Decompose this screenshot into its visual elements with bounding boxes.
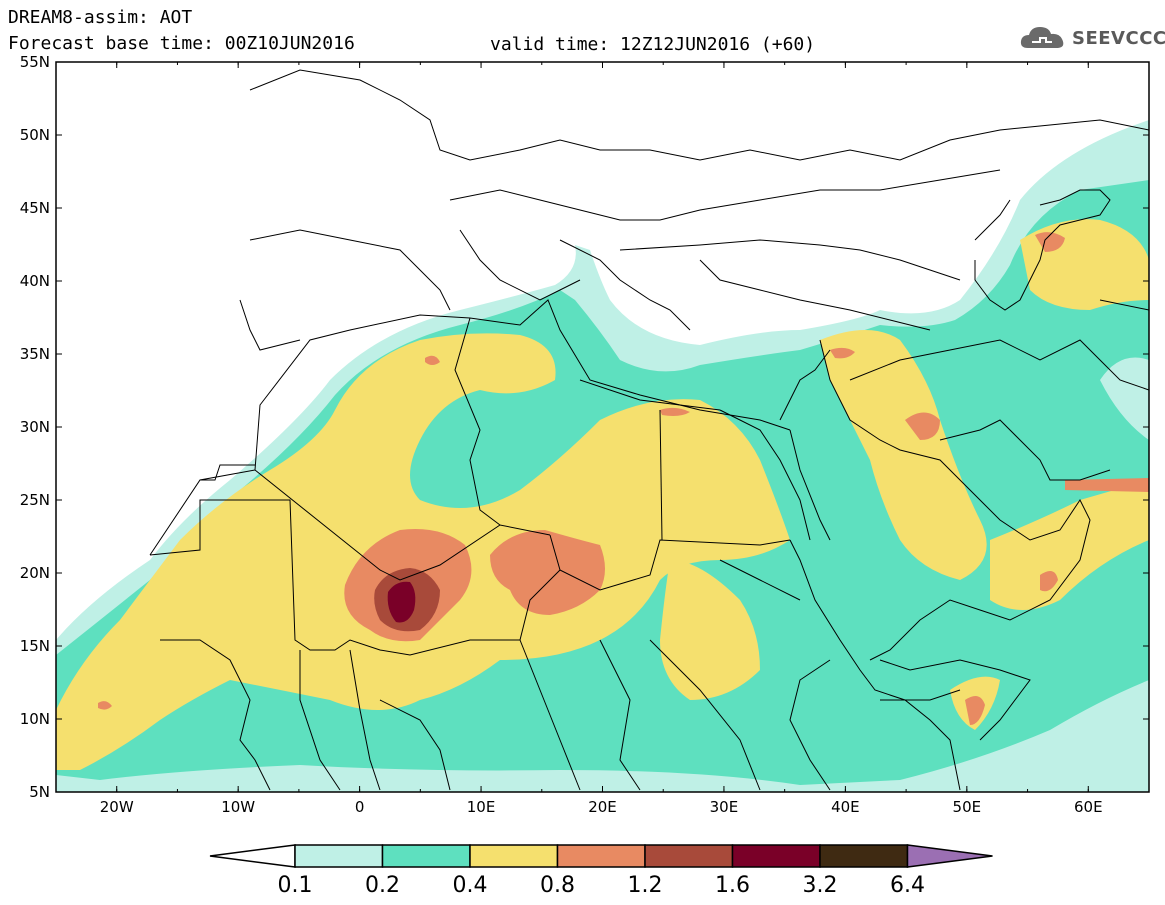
forecast-base-time: Forecast base time: 00Z10JUN2016: [8, 33, 355, 54]
colorbar: 0.1 0.2 0.4 0.8 1.2 1.6 3.2 6.4: [209, 844, 993, 898]
colorbar-segment: [819, 844, 909, 868]
lon-label: 50E: [953, 798, 982, 816]
colorbar-segment: [644, 844, 734, 868]
lat-label: 55N: [20, 53, 50, 71]
lon-label: 10W: [221, 798, 255, 816]
colorbar-under-triangle: [209, 844, 296, 868]
latitude-axis: 55N 50N 45N 40N 35N 30N 25N 20N 15N 10N 5N: [20, 53, 1149, 801]
colorbar-segment: [294, 844, 384, 868]
lat-label: 25N: [20, 491, 50, 509]
lat-label: 15N: [20, 637, 50, 655]
colorbar-level-label: 0.4: [453, 873, 488, 898]
colorbar-segment: [381, 844, 471, 868]
map-title: DREAM8-assim: AOT: [8, 7, 193, 28]
lat-label: 45N: [20, 199, 50, 217]
lon-label: 20W: [100, 798, 134, 816]
longitude-axis: 20W 10W 0 10E 20E 30E 40E 50E 60E: [55, 62, 1150, 816]
colorbar-segment: [556, 844, 646, 868]
lon-label: 40E: [831, 798, 860, 816]
lon-label: 20E: [588, 798, 617, 816]
lon-label: 60E: [1074, 798, 1103, 816]
valid-time: valid time: 12Z12JUN2016 (+60): [490, 34, 816, 55]
colorbar-level-label: 3.2: [803, 873, 838, 898]
colorbar-over-triangle: [906, 844, 993, 868]
lat-label: 5N: [29, 783, 50, 801]
colorbar-level-label: 0.8: [540, 873, 575, 898]
aot-band-0.8: [98, 232, 1149, 725]
colorbar-level-label: 1.2: [628, 873, 663, 898]
lat-label: 10N: [20, 710, 50, 728]
seevccc-logo: SEEVCCC: [1018, 22, 1165, 54]
lon-label: 0: [355, 798, 365, 816]
colorbar-segment: [731, 844, 821, 868]
colorbar-level-label: 1.6: [715, 873, 750, 898]
lat-label: 40N: [20, 272, 50, 290]
lat-label: 35N: [20, 345, 50, 363]
logo-text: SEEVCCC: [1072, 27, 1165, 49]
colorbar-level-label: 0.2: [365, 873, 400, 898]
colorbar-segment: [469, 844, 559, 868]
aot-band-1.6: [387, 581, 416, 623]
lat-label: 20N: [20, 564, 50, 582]
lat-label: 50N: [20, 126, 50, 144]
lon-label: 10E: [467, 798, 496, 816]
country-borders: [149, 69, 1149, 791]
lon-label: 30E: [710, 798, 739, 816]
lat-label: 30N: [20, 418, 50, 436]
colorbar-level-label: 6.4: [890, 873, 925, 898]
cloud-icon: [1020, 27, 1064, 48]
colorbar-level-label: 0.1: [278, 873, 313, 898]
aot-field: [56, 62, 1149, 792]
